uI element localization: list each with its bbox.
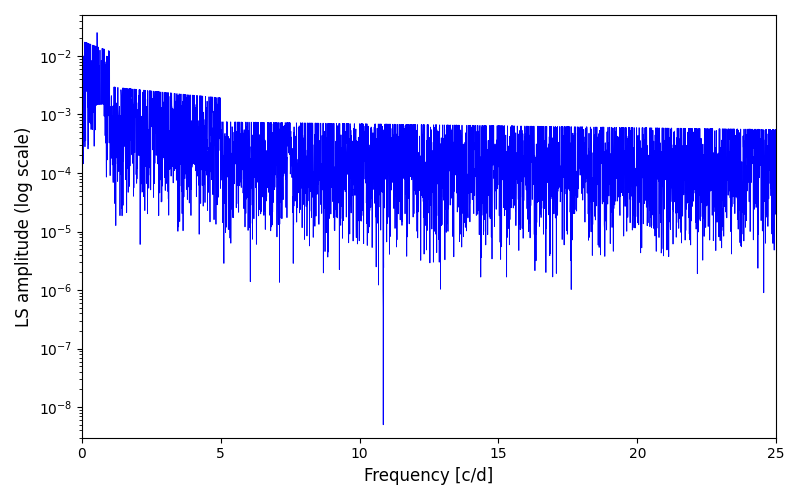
- Y-axis label: LS amplitude (log scale): LS amplitude (log scale): [15, 126, 33, 326]
- X-axis label: Frequency [c/d]: Frequency [c/d]: [364, 467, 494, 485]
